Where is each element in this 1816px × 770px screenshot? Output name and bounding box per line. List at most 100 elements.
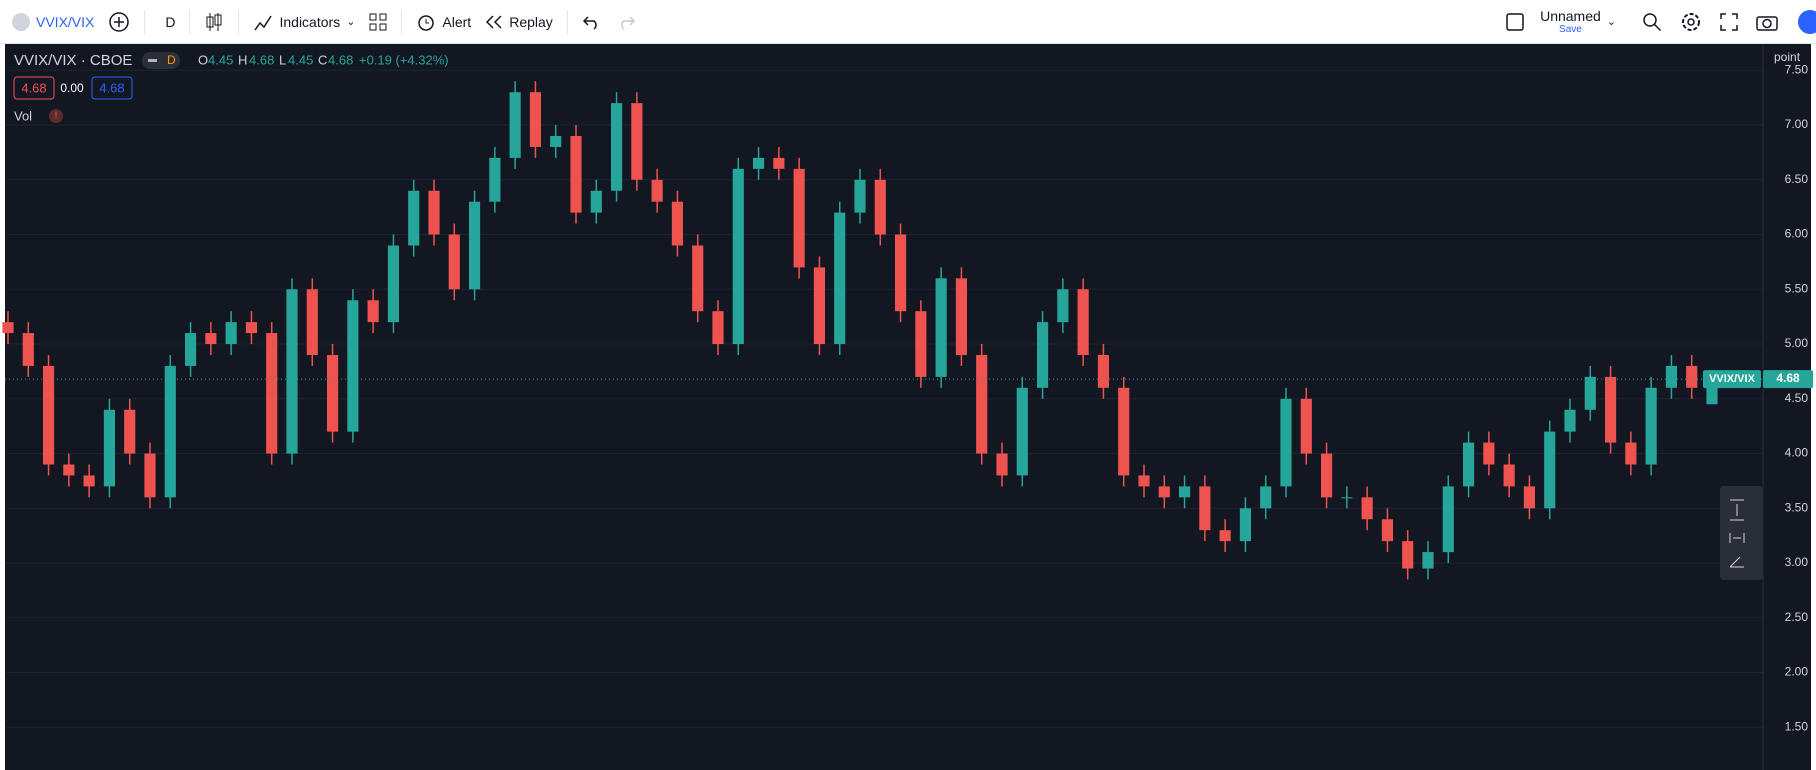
close-label: C bbox=[318, 52, 327, 67]
interval-button[interactable]: D bbox=[165, 14, 175, 30]
candle-body bbox=[1523, 486, 1536, 509]
indicators: Indicators bbox=[279, 13, 341, 30]
y-tick-label: 6.00 bbox=[1785, 227, 1809, 241]
fullscreen-button[interactable] bbox=[1720, 12, 1738, 31]
alert-button[interactable]: Alert bbox=[416, 12, 471, 32]
price-tag-name: VVIX/VIX bbox=[1709, 373, 1756, 385]
high-label: H bbox=[238, 52, 247, 67]
candle-body bbox=[266, 333, 278, 454]
open-label: O bbox=[198, 52, 208, 67]
candle-body bbox=[184, 333, 197, 366]
candle-body bbox=[1483, 442, 1495, 465]
candle-body bbox=[144, 453, 156, 498]
y-tick-label: 4.50 bbox=[1785, 391, 1809, 405]
candle-body bbox=[1260, 486, 1272, 509]
candle-body bbox=[245, 322, 258, 334]
volume-warning[interactable] bbox=[49, 109, 63, 123]
candle-body bbox=[42, 365, 55, 465]
candle-body bbox=[63, 464, 75, 476]
chart-type-button[interactable] bbox=[204, 11, 224, 33]
candle-body bbox=[1036, 322, 1049, 388]
redo-button[interactable] bbox=[616, 14, 636, 30]
symbol-logo bbox=[12, 12, 30, 31]
status-dash bbox=[148, 59, 157, 62]
candle-body bbox=[590, 190, 602, 213]
price-tag-bg bbox=[1763, 370, 1813, 389]
undo-icon bbox=[582, 15, 597, 30]
layout-title: Unnamed bbox=[1540, 8, 1601, 24]
layout-button[interactable]: Unnamed Save ⌄ bbox=[1506, 8, 1616, 35]
settings-button[interactable] bbox=[1680, 11, 1702, 33]
symbol: VVIX/VIX bbox=[36, 13, 95, 30]
tool-icon[interactable] bbox=[1729, 533, 1745, 543]
candle-body bbox=[529, 92, 542, 147]
candle-body bbox=[732, 168, 744, 345]
candle-body bbox=[509, 92, 521, 158]
candle-body bbox=[996, 453, 1008, 476]
candle-body bbox=[408, 190, 420, 246]
sell-price: 4.68 bbox=[21, 80, 46, 95]
grid-icon bbox=[369, 13, 387, 30]
floating-toolbar bbox=[1720, 486, 1763, 580]
separator bbox=[566, 9, 568, 34]
profile-button[interactable] bbox=[1792, 9, 1816, 34]
candle-body bbox=[671, 201, 684, 246]
redo-icon bbox=[621, 15, 635, 30]
plus-icon bbox=[109, 11, 130, 32]
chart-pane bbox=[5, 44, 1811, 770]
symbol-button[interactable]: VVIX/VIX bbox=[12, 12, 95, 31]
candle-body bbox=[1341, 497, 1353, 499]
candle-body bbox=[1604, 376, 1617, 443]
undo-button[interactable] bbox=[582, 14, 602, 30]
tool-icon[interactable] bbox=[1730, 499, 1744, 521]
candle-body bbox=[1503, 464, 1515, 487]
candle-body bbox=[1158, 486, 1170, 498]
change-value: +0.19 (+4.32%) bbox=[359, 52, 449, 67]
candle-body bbox=[1645, 387, 1657, 465]
compare-button[interactable] bbox=[108, 11, 130, 33]
search-icon bbox=[1643, 12, 1662, 31]
search-button[interactable] bbox=[1642, 12, 1662, 32]
candle-body bbox=[124, 409, 136, 454]
candle-body bbox=[448, 234, 460, 290]
candle-body bbox=[1199, 486, 1211, 531]
candle-body bbox=[1402, 541, 1414, 569]
candle-body bbox=[752, 157, 765, 169]
candle-body bbox=[164, 365, 176, 498]
candle-body bbox=[22, 333, 34, 366]
candle-body bbox=[570, 135, 582, 213]
chevron: ⌄ bbox=[1606, 16, 1616, 28]
replay: Replay bbox=[509, 13, 553, 30]
indicators-button[interactable]: Indicators ⌄ bbox=[253, 12, 355, 32]
candle-body bbox=[1320, 453, 1333, 498]
high-value: 4.68 bbox=[249, 52, 274, 67]
sell-box[interactable] bbox=[13, 76, 55, 100]
replay-button[interactable]: Replay bbox=[485, 14, 553, 30]
buy-box[interactable] bbox=[91, 76, 133, 100]
y-tick-label: 6.50 bbox=[1785, 172, 1809, 186]
candle-body bbox=[1686, 365, 1698, 388]
alert: Alert bbox=[442, 13, 472, 30]
warning-mark: ! bbox=[55, 111, 58, 122]
grid bbox=[5, 69, 1763, 728]
y-tick-label: 4.00 bbox=[1785, 446, 1809, 460]
candle-body bbox=[834, 212, 846, 345]
layouts-button[interactable] bbox=[369, 13, 387, 31]
y-tick-label: 2.50 bbox=[1785, 610, 1809, 624]
candle-body bbox=[468, 201, 481, 290]
price-tag: 4.68 bbox=[1776, 371, 1800, 385]
candle-body bbox=[1665, 365, 1678, 388]
candle-body bbox=[773, 157, 785, 169]
price-tag-name-bg bbox=[1703, 370, 1761, 389]
tool-icon[interactable] bbox=[1729, 556, 1744, 568]
candle-body bbox=[1625, 442, 1637, 465]
candle-body bbox=[793, 168, 805, 268]
candle-body bbox=[1280, 398, 1292, 487]
ohlc-legend: O 4.45 H 4.68 L 4.45 C 4.68 +0.19 (+4.32… bbox=[198, 52, 449, 67]
candle-body bbox=[935, 278, 947, 377]
separator bbox=[189, 9, 191, 34]
snapshot-button[interactable] bbox=[1756, 13, 1778, 31]
candle-body bbox=[286, 289, 298, 454]
candle-body bbox=[103, 409, 116, 487]
avatar bbox=[1798, 9, 1816, 34]
